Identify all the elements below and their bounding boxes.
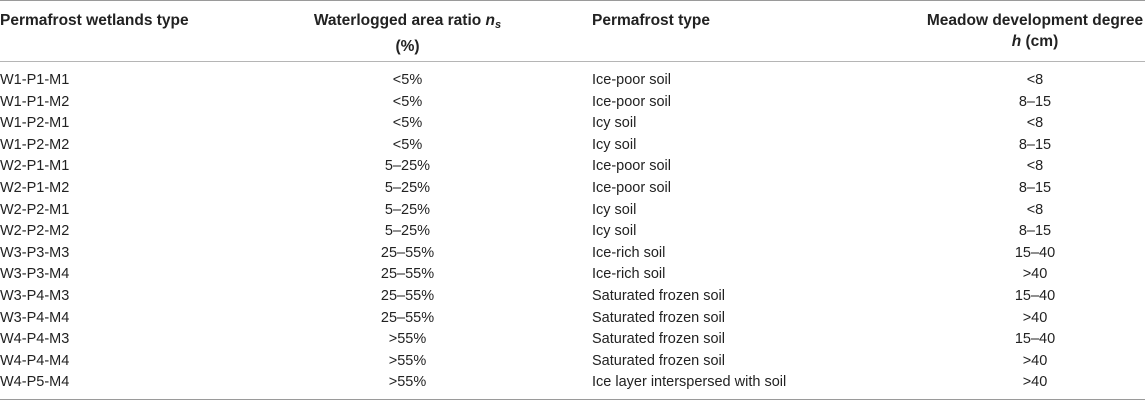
- header-waterlogged-ratio-label: Waterlogged area ratio: [313, 12, 486, 29]
- table-top-rule: [0, 0, 1145, 1]
- cell-wetlands-type: W3-P4-M3: [0, 287, 70, 304]
- cell-permafrost-type: Ice layer interspersed with soil: [592, 374, 787, 391]
- cell-waterlogged-ratio: <5%: [392, 72, 423, 88]
- cell-wetlands-type: W1-P2-M1: [0, 115, 70, 132]
- cell-waterlogged-ratio: 5–25%: [384, 179, 431, 196]
- cell-permafrost-type: Ice-poor soil: [592, 93, 671, 110]
- cell-permafrost-type: Ice-poor soil: [592, 72, 671, 88]
- table-row: W1-P2-M2 <5% Icy soil 8–15: [0, 135, 1145, 157]
- table-row: W1-P1-M1 <5% Ice-poor soil <8: [0, 70, 1145, 92]
- cell-waterlogged-ratio: 25–55%: [380, 287, 435, 304]
- cell-permafrost-type: Saturated frozen soil: [592, 287, 725, 304]
- cell-wetlands-type: W1-P2-M2: [0, 136, 70, 153]
- cell-wetlands-type: W4-P4-M4: [0, 352, 70, 369]
- cell-meadow-degree: 8–15: [1018, 136, 1052, 153]
- cell-wetlands-type: W3-P3-M4: [0, 266, 70, 283]
- cell-permafrost-type: Ice-poor soil: [592, 158, 671, 175]
- cell-wetlands-type: W2-P1-M2: [0, 179, 70, 196]
- cell-meadow-degree: <8: [1026, 115, 1044, 132]
- cell-meadow-degree: 15–40: [1014, 287, 1056, 304]
- cell-waterlogged-ratio: 5–25%: [384, 158, 431, 175]
- header-ratio-subscript: s: [495, 19, 502, 31]
- cell-wetlands-type: W1-P1-M1: [0, 72, 70, 88]
- cell-waterlogged-ratio: 5–25%: [384, 201, 431, 218]
- table-row: W3-P3-M3 25–55% Ice-rich soil 15–40: [0, 243, 1145, 265]
- cell-wetlands-type: W2-P2-M1: [0, 201, 70, 218]
- cell-permafrost-type: Ice-rich soil: [592, 266, 666, 283]
- cell-wetlands-type: W2-P1-M1: [0, 158, 70, 175]
- cell-permafrost-type: Saturated frozen soil: [592, 331, 725, 348]
- table-row: W3-P3-M4 25–55% Ice-rich soil >40: [0, 264, 1145, 286]
- cell-meadow-degree: 8–15: [1018, 93, 1052, 110]
- cell-waterlogged-ratio: >55%: [388, 352, 427, 369]
- header-ratio-unit: (%): [395, 38, 420, 55]
- cell-meadow-degree: 8–15: [1018, 179, 1052, 196]
- cell-wetlands-type: W3-P4-M4: [0, 309, 70, 326]
- table-header: Permafrost wetlands type Waterlogged are…: [0, 0, 1145, 61]
- header-wetlands-type: Permafrost wetlands type: [0, 12, 189, 29]
- cell-waterlogged-ratio: 25–55%: [380, 244, 435, 261]
- cell-permafrost-type: Saturated frozen soil: [592, 352, 725, 369]
- cell-permafrost-type: Ice-rich soil: [592, 244, 666, 261]
- header-meadow-degree: Meadow development degree h (cm): [900, 10, 1145, 52]
- table-row: W2-P1-M1 5–25% Ice-poor soil <8: [0, 156, 1145, 178]
- cell-wetlands-type: W4-P5-M4: [0, 374, 70, 391]
- cell-wetlands-type: W3-P3-M3: [0, 244, 70, 261]
- table-row: W4-P4-M4 >55% Saturated frozen soil >40: [0, 351, 1145, 373]
- cell-wetlands-type: W2-P2-M2: [0, 223, 70, 240]
- cell-permafrost-type: Icy soil: [592, 223, 637, 240]
- table-row: W4-P4-M3 >55% Saturated frozen soil 15–40: [0, 329, 1145, 351]
- header-meadow-unit: (cm): [1021, 33, 1059, 50]
- header-divider-rule: [0, 61, 1145, 62]
- cell-meadow-degree: <8: [1026, 72, 1044, 88]
- header-waterlogged-ratio: Waterlogged area ratio ns (%): [280, 10, 535, 57]
- cell-permafrost-type: Icy soil: [592, 115, 637, 132]
- cell-waterlogged-ratio: >55%: [388, 331, 427, 348]
- cell-meadow-degree: 8–15: [1018, 223, 1052, 240]
- cell-waterlogged-ratio: >55%: [388, 374, 427, 391]
- cell-waterlogged-ratio: <5%: [392, 115, 423, 132]
- cell-waterlogged-ratio: 25–55%: [380, 266, 435, 283]
- header-meadow-symbol: h: [1011, 33, 1022, 50]
- cell-meadow-degree: >40: [1022, 309, 1048, 326]
- cell-meadow-degree: >40: [1022, 266, 1048, 283]
- cell-permafrost-type: Ice-poor soil: [592, 179, 671, 196]
- table-row: W2-P2-M1 5–25% Icy soil <8: [0, 200, 1145, 222]
- cell-wetlands-type: W4-P4-M3: [0, 331, 70, 348]
- cell-permafrost-type: Icy soil: [592, 136, 637, 153]
- table-row: W1-P2-M1 <5% Icy soil <8: [0, 113, 1145, 135]
- table-row: W4-P5-M4 >55% Ice layer interspersed with …: [0, 372, 1145, 394]
- table-row: W2-P1-M2 5–25% Ice-poor soil 8–15: [0, 178, 1145, 200]
- table-row: W3-P4-M4 25–55% Saturated frozen soil >40: [0, 308, 1145, 330]
- header-meadow-degree-label: Meadow development degree: [926, 12, 1144, 29]
- cell-meadow-degree: >40: [1022, 352, 1048, 369]
- cell-waterlogged-ratio: <5%: [392, 136, 423, 153]
- table-row: W3-P4-M3 25–55% Saturated frozen soil 15–40: [0, 286, 1145, 308]
- table-bottom-rule: [0, 399, 1145, 400]
- table-body: W1-P1-M1 <5% Ice-poor soil <8 W1-P1-M2 <5% Ice…: [0, 70, 1145, 394]
- cell-waterlogged-ratio: <5%: [392, 93, 423, 110]
- header-permafrost-type: Permafrost type: [592, 12, 711, 29]
- cell-meadow-degree: >40: [1022, 374, 1048, 391]
- cell-meadow-degree: 15–40: [1014, 244, 1056, 261]
- cell-permafrost-type: Saturated frozen soil: [592, 309, 725, 326]
- cell-wetlands-type: W1-P1-M2: [0, 93, 70, 110]
- cell-waterlogged-ratio: 25–55%: [380, 309, 435, 326]
- cell-waterlogged-ratio: 5–25%: [384, 223, 431, 240]
- cell-meadow-degree: <8: [1026, 158, 1044, 175]
- cell-meadow-degree: <8: [1026, 201, 1044, 218]
- table-row: W2-P2-M2 5–25% Icy soil 8–15: [0, 221, 1145, 243]
- header-ratio-symbol: n: [485, 12, 496, 29]
- cell-meadow-degree: 15–40: [1014, 331, 1056, 348]
- cell-permafrost-type: Icy soil: [592, 201, 637, 218]
- table-row: W1-P1-M2 <5% Ice-poor soil 8–15: [0, 92, 1145, 114]
